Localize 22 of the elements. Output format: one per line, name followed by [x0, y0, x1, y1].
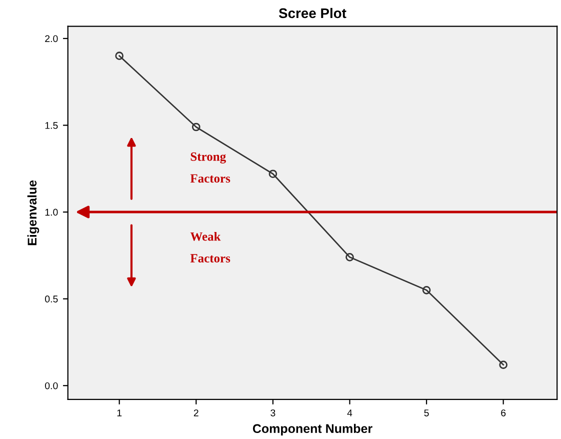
point — [422, 286, 431, 294]
x-tick-label: 5 — [424, 410, 429, 416]
annotation: Strong Factors — [190, 152, 230, 183]
point — [346, 253, 354, 262]
y-tick-label: 1.5 — [45, 122, 58, 129]
y-tick-label: 0.0 — [45, 382, 58, 390]
x-tick-label: 6 — [501, 409, 506, 416]
x-tick-label: 4 — [347, 410, 352, 416]
chart-title: Scree Plot — [278, 8, 346, 18]
x-axis-title: Component Number — [252, 424, 372, 436]
point — [115, 52, 124, 60]
x-tick-label: 2 — [194, 409, 198, 416]
x-tick-label: 1 — [117, 410, 122, 416]
point — [192, 122, 200, 132]
y-axis-title: Eigenvalue — [27, 180, 40, 246]
point — [499, 360, 508, 369]
annotation: Weak Factors — [190, 232, 230, 262]
y-tick-label: 1.0 — [45, 208, 58, 216]
x-tick-label: 3 — [270, 409, 276, 416]
y-tick-label: 0.5 — [45, 296, 58, 302]
point — [268, 170, 278, 178]
y-tick-label: 2.0 — [45, 35, 58, 42]
